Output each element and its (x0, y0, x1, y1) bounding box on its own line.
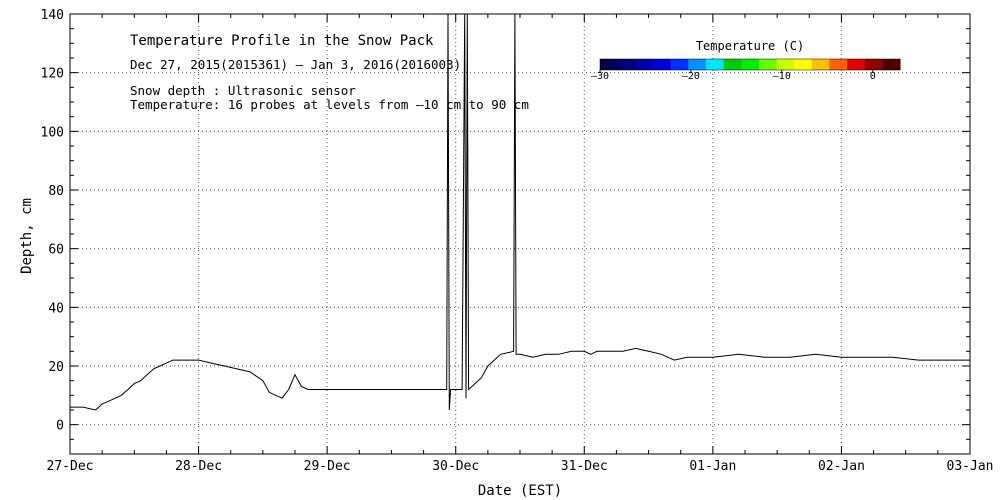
colorbar-segment (741, 59, 760, 70)
x-tick-label: 30-Dec (432, 459, 479, 474)
chart-subtitle: Dec 27, 2015(2015361) – Jan 3, 2016(2016… (130, 57, 461, 72)
colorbar-tick-label: 0 (870, 71, 876, 82)
colorbar-segment (617, 59, 636, 70)
snow-depth-line (70, 13, 970, 411)
colorbar-segment (600, 59, 619, 70)
x-tick-label: 02-Jan (818, 459, 865, 474)
colorbar-tick-label: –20 (682, 71, 700, 82)
colorbar-segment (864, 59, 883, 70)
x-tick-label: 31-Dec (561, 459, 608, 474)
colorbar-title: Temperature (C) (696, 39, 804, 53)
data-series (70, 13, 970, 411)
x-axis-title: Date (EST) (478, 483, 562, 499)
y-tick-label: 140 (41, 8, 64, 23)
colorbar-segment (882, 59, 901, 70)
colorbar-segment (847, 59, 866, 70)
colorbar-ticks: –30 –20 –10 0 (591, 70, 876, 82)
annotation-temperature: Temperature: 16 probes at levels from –1… (130, 97, 529, 112)
colorbar-segments (599, 58, 901, 71)
colorbar-tick-label: –30 (591, 71, 609, 82)
colorbar-segment (776, 59, 795, 70)
x-tick-label: 03-Jan (947, 459, 994, 474)
x-tick-label: 29-Dec (304, 459, 351, 474)
annotation-snow-depth: Snow depth : Ultrasonic sensor (130, 83, 356, 98)
colorbar-tick-label: –10 (773, 71, 791, 82)
colorbar-segment (829, 59, 848, 70)
colorbar-segment (670, 59, 689, 70)
chart-title: Temperature Profile in the Snow Pack (130, 33, 434, 49)
y-tick-label: 60 (48, 243, 64, 258)
y-axis-title: Depth, cm (19, 198, 35, 274)
colorbar-segment (723, 59, 742, 70)
y-tick-label: 120 (41, 67, 64, 82)
colorbar-segment (635, 59, 654, 70)
colorbar-segment (652, 59, 672, 70)
colorbar-segment (688, 59, 707, 70)
y-tick-label: 40 (48, 301, 64, 316)
colorbar-segment (794, 59, 813, 70)
y-tick-label: 100 (41, 125, 64, 140)
axes: 27-Dec 28-Dec 29-Dec 30-Dec 31-Dec 01-Jan 02-J… (41, 8, 994, 474)
x-tick-label: 01-Jan (689, 459, 736, 474)
y-tick-label: 0 (56, 419, 64, 434)
x-tick-label: 28-Dec (175, 459, 222, 474)
colorbar-segment (758, 59, 777, 70)
colorbar-segment (811, 59, 830, 70)
y-tick-label: 20 (48, 360, 64, 375)
colorbar-segment (705, 59, 725, 70)
y-tick-label: 80 (48, 184, 64, 199)
grid-lines (70, 14, 970, 454)
temperature-colorbar: Temperature (C) –30 –20 –10 0 (591, 39, 901, 82)
colorbar-frame (599, 58, 901, 71)
x-tick-label: 27-Dec (47, 459, 94, 474)
